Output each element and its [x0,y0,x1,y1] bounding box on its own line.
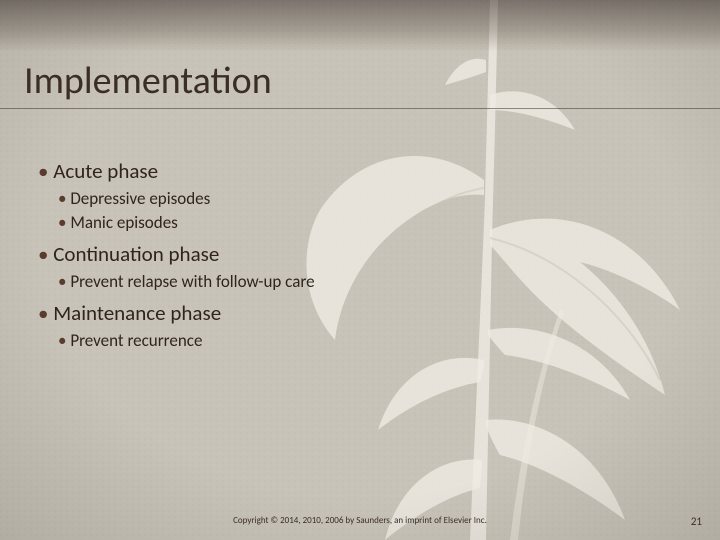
bullet-lvl1: Acute phase [38,158,680,184]
content-area: Acute phase Depressive episodes Manic ep… [38,150,680,354]
top-gradient [0,0,720,52]
title-underline [0,108,720,109]
bullet-lvl2: Prevent relapse with follow-up care [58,271,680,292]
footer-copyright: Copyright © 2014, 2010, 2006 by Saunders… [0,515,720,526]
bullet-lvl1: Maintenance phase [38,300,680,326]
bullet-lvl2: Depressive episodes [58,188,680,209]
page-number: 21 [691,515,702,528]
bullet-lvl1: Continuation phase [38,241,680,267]
slide-title: Implementation [24,58,272,104]
bullet-lvl2: Prevent recurrence [58,330,680,351]
slide: Implementation Acute phase Depressive ep… [0,0,720,540]
bullet-lvl2: Manic episodes [58,212,680,233]
